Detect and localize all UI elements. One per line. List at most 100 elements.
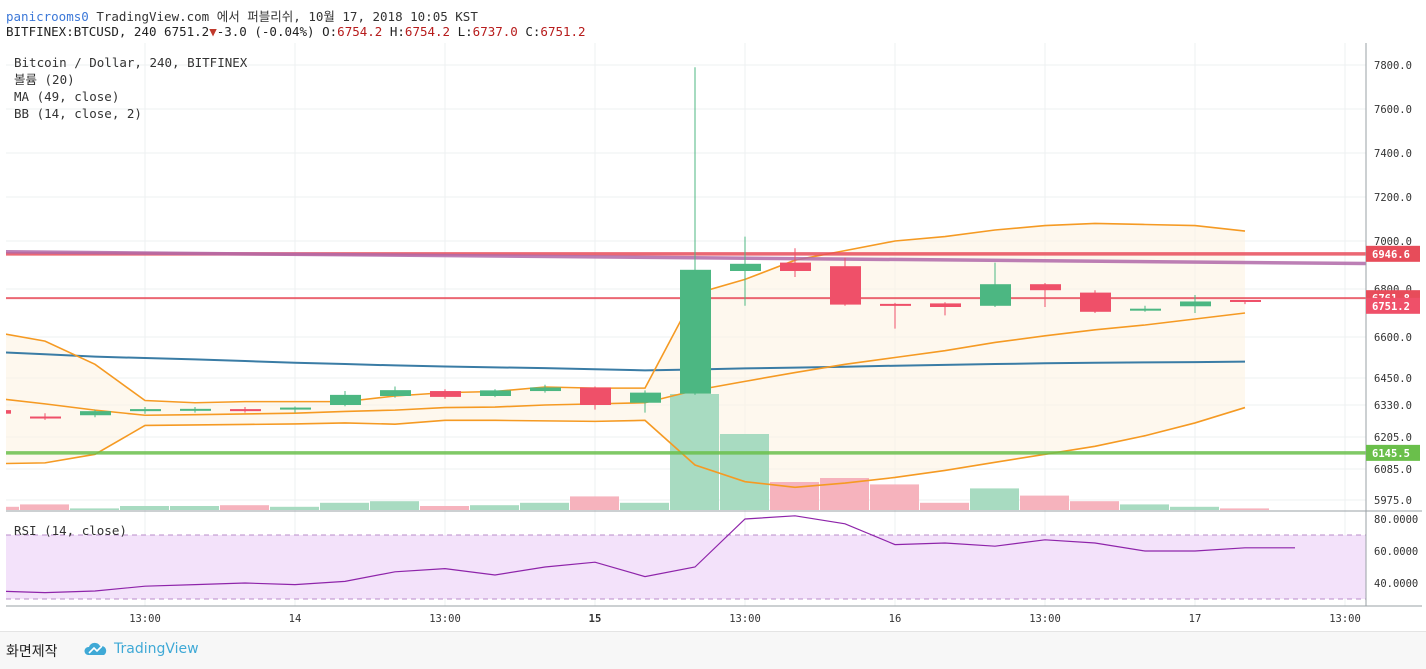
candle-body: [180, 408, 211, 411]
volume-bar: [620, 502, 669, 510]
chart-svg[interactable]: 7800.07600.07400.07200.07000.06800.06600…: [0, 43, 1422, 631]
candle-body: [0, 410, 11, 414]
price-tick-label: 7800.0: [1374, 60, 1412, 72]
open-label: O:: [322, 24, 338, 39]
candle-body: [230, 409, 261, 412]
candle-body: [280, 407, 311, 410]
volume-bar: [320, 502, 369, 510]
chart-area[interactable]: 7800.0 7600.0 7400.0 7200.0 7000.0 6800.0 6600…: [0, 43, 1422, 631]
volume-bar: [220, 505, 269, 510]
bollinger-upper-line: [0, 222, 1246, 404]
candle-body: [680, 269, 711, 394]
rsi-line: [0, 515, 1295, 594]
volume-bar: [720, 434, 769, 510]
candle-body: [1230, 299, 1261, 302]
volume-bar: [1220, 508, 1269, 510]
legend-ma: MA (49, close): [14, 89, 119, 104]
volume-bar: [970, 488, 1019, 510]
last-price: 6751.2: [164, 24, 210, 39]
legend-volume: 볼륨 (20): [14, 72, 75, 87]
rsi-band-fill: [6, 535, 1366, 599]
close-value: 6751.2: [540, 24, 586, 39]
publish-line: panicrooms0 TradingView.com 에서 퍼블리쉬, 10월…: [6, 6, 478, 25]
volume-bar: [270, 506, 319, 510]
high-value: 6754.2: [404, 24, 451, 39]
price-tick-label: 7200.0: [1374, 192, 1412, 204]
price-tick-label: 6205.0: [1374, 432, 1412, 444]
price-badge-label: 6751.2: [1372, 301, 1410, 313]
candle-body: [630, 392, 661, 403]
candle-body: [730, 263, 761, 271]
candle-body: [980, 284, 1011, 306]
volume-bar: [0, 506, 19, 510]
candle-body: [330, 394, 361, 405]
candle-body: [80, 411, 111, 416]
low-value: 6737.0: [472, 24, 518, 39]
legend-rsi: RSI (14, close): [14, 523, 127, 538]
price-badge-label: 6145.5: [1372, 448, 1410, 460]
axes: 7800.07600.07400.07200.07000.06800.06600…: [6, 43, 1422, 625]
candle-body: [380, 390, 411, 396]
price-tick-label: 6330.0: [1374, 400, 1412, 412]
price-tick-label: 7600.0: [1374, 104, 1412, 116]
rsi-tick-label: 40.0000: [1374, 578, 1418, 590]
tradingview-brand[interactable]: TradingView: [84, 641, 199, 657]
purple-trend-line: [5, 250, 1367, 266]
volume-bar: [1020, 495, 1069, 510]
bollinger-fill: [0, 223, 1245, 488]
legend: Bitcoin / Dollar, 240, BITFINEX 볼륨 (20) …: [14, 55, 248, 538]
price-tick-label: 7000.0: [1374, 236, 1412, 248]
volume-bar: [170, 506, 219, 510]
price-tick-label: 5975.0: [1374, 495, 1412, 507]
candles: [0, 67, 1261, 420]
down-arrow-icon: ▼: [209, 24, 217, 39]
volume-bar: [1070, 501, 1119, 510]
candle-body: [1130, 308, 1161, 311]
volume-bar: [520, 502, 569, 510]
volume-bar: [870, 484, 919, 510]
time-tick-label: 15: [589, 613, 602, 625]
volume-bar: [370, 501, 419, 510]
price-badge-label: 6946.6: [1372, 249, 1410, 261]
candle-body: [580, 387, 611, 405]
volume-bar: [1120, 504, 1169, 510]
legend-bb: BB (14, close, 2): [14, 106, 142, 121]
candle-body: [930, 303, 961, 307]
price-tick-label: 6085.0: [1374, 464, 1412, 476]
chart-header: panicrooms0 TradingView.com 에서 퍼블리쉬, 10월…: [0, 0, 1426, 43]
price-tick-label: 7400.0: [1374, 148, 1412, 160]
volume-bar: [70, 508, 119, 510]
price-tick-label: 6600.0: [1374, 332, 1412, 344]
candle-body: [130, 409, 161, 412]
volume-bar: [570, 496, 619, 510]
time-tick-label: 13:00: [1329, 613, 1361, 625]
candle-body: [480, 390, 511, 396]
volume-bar: [1170, 506, 1219, 510]
cloud-logo-icon: [84, 642, 107, 655]
close-label: C:: [525, 24, 541, 39]
bollinger-band-fill: [0, 223, 1245, 488]
time-tick-label: 14: [289, 613, 302, 625]
price-badge: [1366, 444, 1420, 461]
rsi-tick-label: 60.0000: [1374, 546, 1418, 558]
candle-body: [830, 266, 861, 305]
open-value: 6754.2: [337, 24, 383, 39]
publish-text: TradingView.com 에서 퍼블리쉬, 10월 17, 2018 10…: [96, 9, 478, 24]
time-tick-label: 13:00: [429, 613, 461, 625]
legend-symbol: Bitcoin / Dollar, 240, BITFINEX: [14, 55, 248, 70]
volume-bar: [470, 505, 519, 510]
time-tick-label: 16: [889, 613, 902, 625]
time-tick-label: 13:00: [729, 613, 761, 625]
candle-body: [430, 391, 461, 397]
footer: 화면제작 TradingView: [0, 631, 1426, 669]
volume-bar: [20, 504, 69, 510]
rsi-pane: [0, 515, 1366, 600]
candle-body: [1180, 301, 1211, 307]
bollinger-lower-line: [0, 406, 1246, 489]
price-tick-label: 6450.0: [1374, 373, 1412, 385]
username-link[interactable]: panicrooms0: [6, 9, 89, 24]
moving-average-line: [0, 351, 1246, 372]
candle-body: [880, 303, 911, 306]
volume-bar: [120, 506, 169, 510]
candle-body: [1080, 292, 1111, 312]
